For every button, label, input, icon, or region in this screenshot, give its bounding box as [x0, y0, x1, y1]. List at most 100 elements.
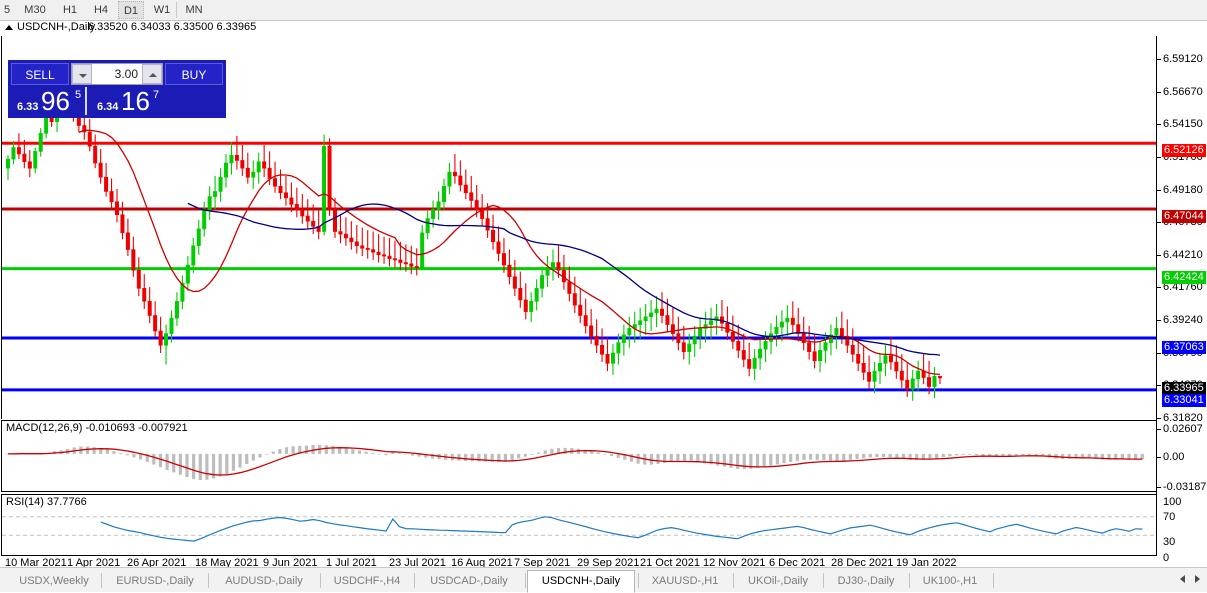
- triangle-left-icon[interactable]: [1180, 575, 1185, 583]
- sell-price-pips: 96: [41, 86, 70, 116]
- triangle-right-icon[interactable]: [1195, 575, 1200, 583]
- symbol-tab-usdxweekly[interactable]: USDX,Weekly: [19, 575, 89, 587]
- price-tick: [1157, 385, 1161, 386]
- timeframe-button-h4[interactable]: H4: [93, 4, 109, 16]
- chart-header: USDCNH-,Daily 6.33520 6.34033 6.33500 6.…: [0, 21, 1207, 35]
- sell-price-fraction: 5: [75, 89, 82, 101]
- price-tick-label: 6.41760: [1163, 281, 1203, 293]
- price-tick: [1157, 157, 1161, 158]
- date-axis-label: 26 Apr 2021: [127, 557, 187, 569]
- tab-separator: [993, 573, 994, 588]
- symbol-tab-audusddaily[interactable]: AUDUSD-,Daily: [225, 575, 303, 587]
- tab-separator: [638, 573, 639, 588]
- macd-chart: [6, 444, 1144, 480]
- tab-separator: [823, 573, 824, 588]
- date-axis-label: 28 Dec 2021: [831, 557, 894, 569]
- macd-tick: [1157, 487, 1161, 488]
- buy-price-quote[interactable]: 6.34 16 7: [89, 87, 223, 115]
- price-level-label: 6.33965: [1162, 382, 1206, 395]
- timeframe-button-5[interactable]: 5: [3, 4, 11, 16]
- date-axis-label: 10 Mar 2021: [5, 557, 67, 569]
- sell-price-whole: 6.33: [17, 101, 39, 113]
- tab-separator: [101, 573, 102, 588]
- price-tick: [1157, 255, 1161, 256]
- buy-price-pips: 16: [121, 86, 150, 116]
- symbol-tab-dj30daily[interactable]: DJ30-,Daily: [837, 575, 895, 587]
- price-tick-label: 6.59120: [1163, 53, 1203, 65]
- one-click-trading-panel: SELL 3.00 BUY 6.33 96 5 6.34 16 7: [9, 61, 225, 117]
- price-tick: [1157, 92, 1161, 93]
- symbol-tab-usdchfh4[interactable]: USDCHF-,H4: [333, 575, 401, 587]
- timeframe-button-w1[interactable]: W1: [153, 4, 171, 16]
- rsi-label: RSI(14) 37.7766: [6, 496, 87, 508]
- price-tick: [1157, 353, 1161, 354]
- symbol-tab-bar: USDX,Weekly EURUSD-,Daily AUDUSD-,Daily USD…: [0, 567, 1207, 593]
- date-axis-label: 21 Oct 2021: [640, 557, 700, 569]
- tab-separator: [320, 573, 321, 588]
- candlestick-chart: [2, 75, 1156, 401]
- chart-symbol-label: USDCNH-,Daily: [17, 21, 96, 33]
- timeframe-button-mn[interactable]: MN: [185, 4, 203, 16]
- symbol-tab-eurusddaily[interactable]: EURUSD-,Daily: [116, 575, 194, 587]
- volume-stepper[interactable]: 3.00: [71, 63, 163, 85]
- macd-tick: [1157, 429, 1161, 430]
- buy-button[interactable]: BUY: [165, 63, 223, 85]
- collapse-triangle-icon[interactable]: [5, 25, 13, 30]
- timeframe-button-h1[interactable]: H1: [62, 4, 78, 16]
- price-level-label: 6.37063: [1162, 341, 1206, 354]
- date-axis-label: 9 Jun 2021: [263, 557, 318, 569]
- symbol-tab-ukoildaily[interactable]: UKOil-,Daily: [748, 575, 808, 587]
- price-scale[interactable]: 6.591206.566706.541506.517006.491806.467…: [1156, 36, 1207, 564]
- price-tick-label: 6.54150: [1163, 118, 1203, 130]
- buy-price-whole: 6.34: [97, 101, 119, 113]
- price-tick-label: 6.39240: [1163, 314, 1203, 326]
- price-tick: [1157, 190, 1161, 191]
- timeframe-button-m30[interactable]: M30: [24, 4, 46, 16]
- date-axis-label: 6 Dec 2021: [769, 557, 826, 569]
- symbol-tab-usdcaddaily[interactable]: USDCAD-,Daily: [430, 575, 508, 587]
- macd-tick: [1157, 457, 1161, 458]
- date-axis-label: 16 Aug 2021: [451, 557, 513, 569]
- volume-increment-button[interactable]: [142, 64, 162, 84]
- date-axis-label: 23 Jul 2021: [389, 557, 446, 569]
- price-tick: [1157, 320, 1161, 321]
- chevron-down-icon: [79, 74, 87, 78]
- price-tick: [1157, 418, 1161, 419]
- rsi-tick-label: 70: [1163, 511, 1176, 523]
- price-level-label: 6.42424: [1162, 271, 1206, 284]
- price-level-label: 6.47044: [1162, 210, 1206, 223]
- rsi-tick-label: 0: [1163, 552, 1170, 564]
- chevron-up-icon: [149, 73, 157, 77]
- macd-pane[interactable]: MACD(12,26,9) -0.010693 -0.007921: [1, 420, 1156, 492]
- price-tick-label: 6.44210: [1163, 249, 1203, 261]
- price-tick: [1157, 287, 1161, 288]
- rsi-tick-label: 100: [1163, 496, 1182, 508]
- price-tick: [1157, 124, 1161, 125]
- tab-separator: [733, 573, 734, 588]
- date-axis: 10 Mar 2021 1 Apr 2021 26 Apr 2021 18 May 2…: [1, 557, 1156, 569]
- symbol-tab-usdcnhdaily[interactable]: USDCNH-,Daily: [527, 570, 635, 593]
- date-axis-label: 7 Sep 2021: [514, 557, 571, 569]
- date-axis-label: 18 May 2021: [195, 557, 259, 569]
- volume-decrement-button[interactable]: [72, 64, 92, 84]
- macd-label: MACD(12,26,9) -0.010693 -0.007921: [6, 422, 188, 434]
- macd-tick-label: -0.031872: [1163, 481, 1207, 493]
- date-axis-label: 1 Jul 2021: [326, 557, 377, 569]
- sell-button[interactable]: SELL: [11, 63, 69, 85]
- quote-divider: [85, 87, 87, 115]
- price-level-label: 6.52126: [1162, 144, 1206, 157]
- tab-separator: [414, 573, 415, 588]
- symbol-tab-uk100h1[interactable]: UK100-,H1: [922, 575, 978, 587]
- price-level-label: 6.33041: [1162, 394, 1206, 407]
- sell-price-quote[interactable]: 6.33 96 5: [11, 87, 85, 115]
- symbol-tab-xauusdh1[interactable]: XAUUSD-,H1: [651, 575, 719, 587]
- macd-tick-label: 0.02607: [1163, 423, 1203, 435]
- timeframe-button-d1[interactable]: D1: [118, 1, 144, 19]
- date-axis-label: 19 Jan 2022: [896, 557, 957, 569]
- rsi-pane[interactable]: RSI(14) 37.7766: [1, 494, 1156, 556]
- buy-price-fraction: 7: [153, 89, 160, 101]
- tab-separator: [909, 573, 910, 588]
- date-axis-label: 12 Nov 2021: [703, 557, 766, 569]
- volume-value[interactable]: 3.00: [114, 67, 138, 81]
- timeframe-toolbar: 5 M30 H1 H4 D1 W1 MN: [0, 0, 1207, 21]
